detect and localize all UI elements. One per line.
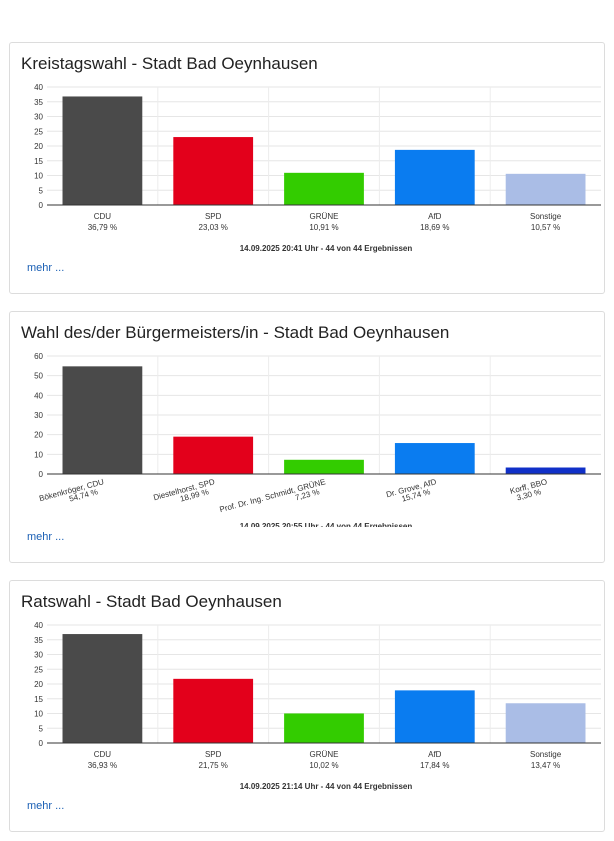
chart-footer: 14.09.2025 20:41 Uhr - 44 von 44 Ergebni…: [240, 244, 413, 253]
y-tick-label: 0: [39, 201, 44, 210]
category-label: Sonstige: [530, 750, 562, 759]
value-label: 13,47 %: [531, 761, 560, 770]
bar: [284, 172, 364, 205]
y-tick-label: 10: [34, 710, 43, 719]
y-tick-label: 10: [34, 172, 43, 181]
category-label: CDU: [94, 750, 112, 759]
category-label: SPD: [205, 750, 222, 759]
y-tick-label: 30: [34, 651, 43, 660]
more-link[interactable]: mehr ...: [27, 262, 65, 274]
category-label: AfD: [428, 750, 442, 759]
y-tick-label: 15: [34, 695, 43, 704]
value-label: 10,02 %: [309, 761, 338, 770]
election-card-buergermeisterwahl: Wahl des/der Bürgermeisters/in - Stadt B…: [9, 311, 605, 563]
y-tick-label: 40: [34, 83, 43, 92]
chart-footer: 14.09.2025 20:55 Uhr - 44 von 44 Ergebni…: [240, 522, 413, 527]
category-label: Sonstige: [530, 212, 562, 221]
value-label: 10,91 %: [309, 223, 338, 232]
y-tick-label: 15: [34, 157, 43, 166]
bar: [394, 443, 475, 474]
election-card-ratswahl: Ratswahl - Stadt Bad Oeynhausen 0 5 10 15 20…: [9, 580, 605, 832]
chart-footer: 14.09.2025 21:14 Uhr - 44 von 44 Ergebni…: [240, 782, 413, 791]
y-tick-label: 40: [34, 391, 43, 400]
y-tick-label: 0: [39, 470, 44, 479]
y-tick-label: 20: [34, 680, 43, 689]
more-link[interactable]: mehr ...: [27, 531, 65, 543]
value-label: 10,57 %: [531, 223, 560, 232]
bar: [62, 634, 143, 743]
category-label: CDU: [94, 212, 112, 221]
y-tick-label: 35: [34, 98, 43, 107]
category-label: GRÜNE: [310, 212, 339, 221]
bar: [173, 678, 254, 743]
bar: [505, 467, 586, 474]
value-label: 23,03 %: [199, 223, 228, 232]
bar: [62, 366, 143, 474]
category-label: SPD: [205, 212, 222, 221]
election-card-kreistagswahl: Kreistagswahl - Stadt Bad Oeynhausen 0 5 1…: [9, 42, 605, 294]
bar: [505, 703, 586, 743]
bar: [284, 459, 364, 474]
value-label: 18,69 %: [420, 223, 449, 232]
y-tick-label: 10: [34, 450, 43, 459]
bar: [284, 713, 364, 743]
category-label: GRÜNE: [310, 750, 339, 759]
value-label: 36,79 %: [88, 223, 117, 232]
bar: [173, 137, 254, 205]
bar: [394, 149, 475, 205]
bar-chart-ratswahl: 0 5 10 15 20 25 30 35 40 CDU 36,93 % SPD 21,75 % GRÜN…: [34, 621, 601, 791]
y-tick-label: 30: [34, 411, 43, 420]
y-tick-label: 5: [39, 186, 44, 195]
y-tick-label: 40: [34, 621, 43, 630]
bar: [62, 96, 143, 205]
category-label: AfD: [428, 212, 442, 221]
y-tick-label: 60: [34, 352, 43, 361]
y-tick-label: 50: [34, 372, 43, 381]
more-link[interactable]: mehr ...: [27, 800, 65, 812]
y-tick-label: 35: [34, 636, 43, 645]
panel-title: Kreistagswahl - Stadt Bad Oeynhausen: [21, 54, 318, 73]
value-label: 21,75 %: [199, 761, 228, 770]
y-tick-label: 0: [39, 739, 44, 748]
bar-chart-kreistagswahl: 0 5 10 15 20 25 30 35 40 CDU 36,79 % SPD 23,03 % GRÜN…: [34, 83, 601, 253]
bar: [394, 690, 475, 743]
y-tick-label: 30: [34, 113, 43, 122]
y-tick-label: 25: [34, 665, 43, 674]
y-tick-label: 20: [34, 142, 43, 151]
panel-title: Ratswahl - Stadt Bad Oeynhausen: [21, 592, 282, 611]
y-tick-label: 25: [34, 127, 43, 136]
bar: [505, 173, 586, 205]
panel-title: Wahl des/der Bürgermeisters/in - Stadt B…: [21, 323, 450, 342]
y-tick-label: 5: [39, 724, 44, 733]
value-label: 17,84 %: [420, 761, 449, 770]
bar: [173, 436, 254, 474]
y-tick-label: 20: [34, 431, 43, 440]
value-label: 36,93 %: [88, 761, 117, 770]
